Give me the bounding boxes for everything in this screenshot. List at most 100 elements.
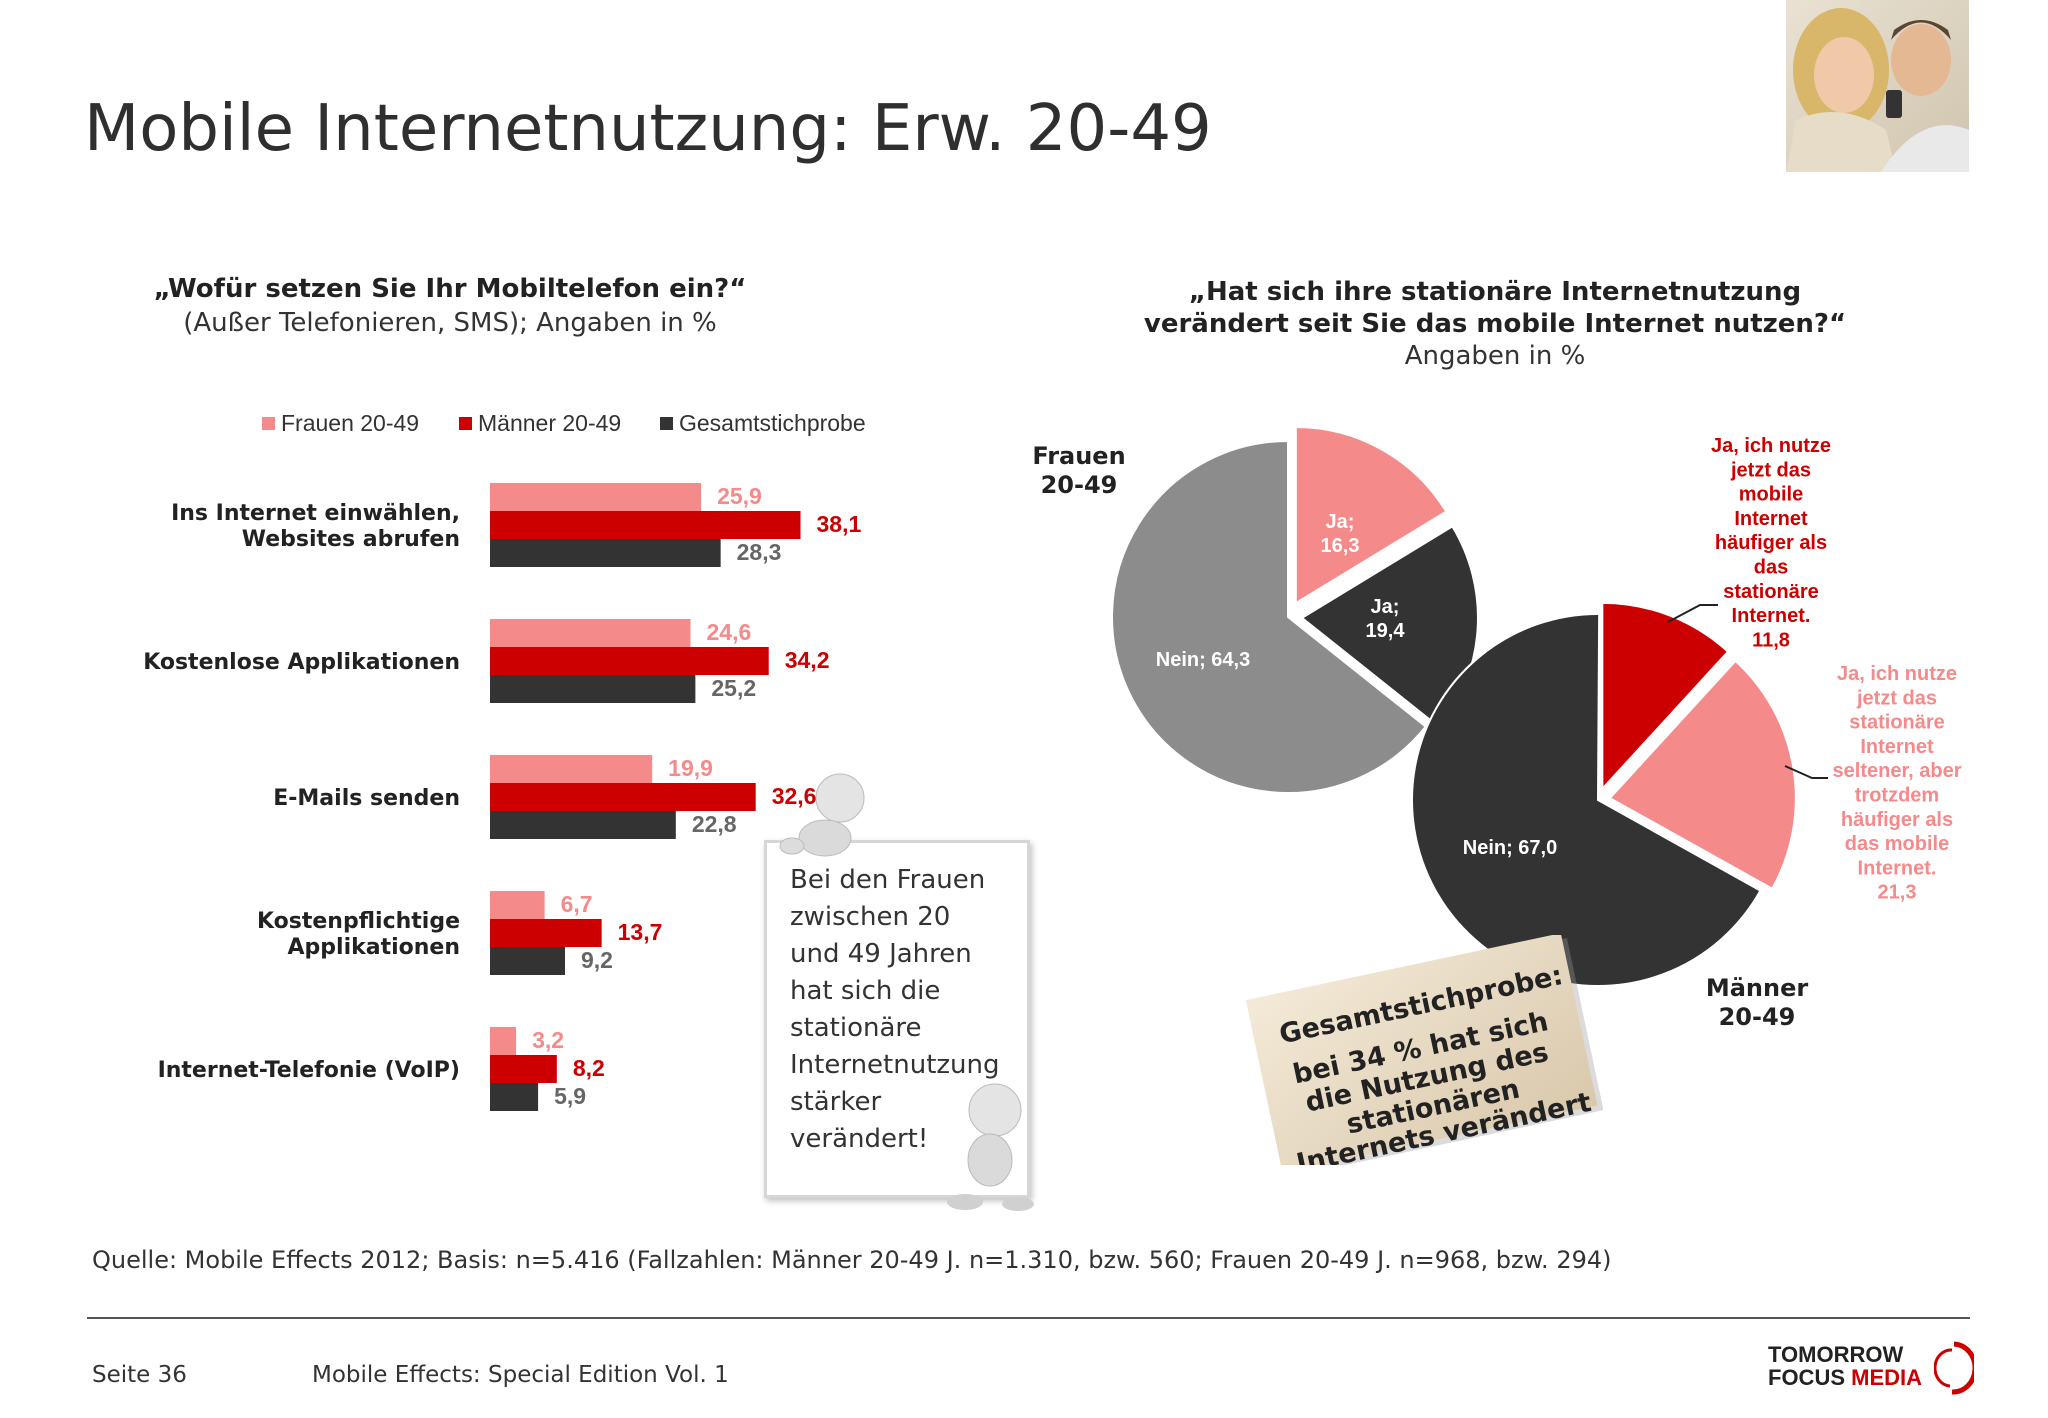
pie-label-maenner-ja-haeufiger: mobile <box>1739 484 1803 506</box>
bar-frauen <box>490 1027 517 1055</box>
bar-maenner <box>490 647 769 675</box>
legend-swatch-frauen <box>262 417 275 430</box>
figure-bottom-icon <box>947 1083 1034 1211</box>
pie-chart-subtitle: Angaben in % <box>1404 341 1586 371</box>
figure-top-icon <box>779 773 865 857</box>
pie-slice-maenner-ja-seltener <box>1608 659 1797 891</box>
pie-chart-question-line1: „Hat sich ihre stationäre Internetnutzun… <box>1188 277 1802 307</box>
bar-value-label: 8,2 <box>573 1055 605 1081</box>
footer-title: Mobile Effects: Special Edition Vol. 1 <box>312 1362 729 1388</box>
pie-label-maenner-ja-seltener: häufiger als <box>1841 809 1953 831</box>
logo-line1: TOMORROW <box>1768 1342 1904 1367</box>
note-line: hat sich die <box>790 976 941 1006</box>
bar-value-label: 34,2 <box>785 647 830 673</box>
bar-value-label: 9,2 <box>581 947 613 973</box>
summary-sticky-note: Gesamtstichprobe: bei 34 % hat sich die … <box>1245 935 1603 1165</box>
note-text: Bei den Frauen zwischen 20 und 49 Jahren… <box>790 862 1020 1158</box>
couple-photo <box>1786 0 1969 172</box>
bar-value-label: 3,2 <box>532 1027 564 1053</box>
pie-label-frauen-ja-dark: 19,4 <box>1366 620 1406 642</box>
tomorrow-focus-media-logo: TOMORROW FOCUS MEDIA <box>1768 1340 1978 1400</box>
bar-maenner <box>490 511 801 539</box>
bar-value-label: 32,6 <box>772 783 817 809</box>
pie-label-maenner-ja-haeufiger: jetzt das <box>1730 459 1811 481</box>
bar-chart: Ins Internet einwählen,Websites abrufen 2… <box>143 483 862 1111</box>
pie-label-frauen-ja-pink: Ja; <box>1326 511 1355 533</box>
pie-slice-frauen-ja-pink <box>1294 426 1448 605</box>
legend-label-gesamt: Gesamtstichprobe <box>679 410 866 436</box>
pie-label-maenner-ja-seltener: jetzt das <box>1856 687 1937 709</box>
bar-value-label: 5,9 <box>554 1083 586 1109</box>
bar-gesamt <box>490 1083 539 1111</box>
note-line: Bei den Frauen <box>790 865 986 895</box>
bar-value-label: 28,3 <box>737 539 782 565</box>
pie-label-maenner-ja-seltener: das mobile <box>1845 833 1949 855</box>
pie-label-maenner-ja-seltener: 21,3 <box>1878 882 1917 904</box>
pie-group-label-frauen: 20-49 <box>1041 471 1118 499</box>
logo-swoosh-icon <box>1934 1341 1974 1395</box>
pie-label-frauen-ja-dark: Ja; <box>1371 596 1400 618</box>
pie-group-label-maenner: Männer <box>1706 974 1809 1002</box>
pie-chart-header: „Hat sich ihre stationäre Internetnutzun… <box>1090 276 1900 372</box>
bar-maenner <box>490 1055 557 1083</box>
bar-value-label: 25,9 <box>717 483 762 509</box>
bar-chart-header: „Wofür setzen Sie Ihr Mobiltelefon ein?“… <box>140 272 760 340</box>
bar-frauen <box>490 755 653 783</box>
pie-label-maenner-ja-haeufiger: Internet. <box>1732 605 1811 627</box>
bar-value-label: 25,2 <box>711 675 756 701</box>
pie-label-maenner-ja-seltener: seltener, aber <box>1833 760 1962 782</box>
pie-label-maenner-ja-haeufiger: 11,8 <box>1752 629 1790 651</box>
bar-maenner <box>490 783 756 811</box>
source-note: Quelle: Mobile Effects 2012; Basis: n=5.… <box>92 1246 1612 1274</box>
note-line: zwischen 20 <box>790 902 951 932</box>
pie-label-maenner-ja-seltener: stationäre <box>1849 712 1945 734</box>
bar-maenner <box>490 919 602 947</box>
bar-value-label: 38,1 <box>817 511 862 537</box>
bar-gesamt <box>490 811 676 839</box>
pie-label-maenner-ja-haeufiger: Ja, ich nutze <box>1711 435 1831 457</box>
bar-value-label: 22,8 <box>692 811 737 837</box>
legend-label-maenner: Männer 20-49 <box>478 410 622 436</box>
leader-line <box>1667 604 1718 623</box>
legend-item-gesamt: Gesamtstichprobe <box>660 410 866 437</box>
category-label: Applikationen <box>288 935 461 960</box>
page-title: Mobile Internetnutzung: Erw. 20-49 <box>84 92 1212 166</box>
legend-swatch-gesamt <box>660 417 673 430</box>
pie-chart-question-line2: verändert seit Sie das mobile Internet n… <box>1143 309 1847 339</box>
category-label: E-Mails senden <box>273 786 460 811</box>
bar-gesamt <box>490 947 565 975</box>
note-line: und 49 Jahren <box>790 939 972 969</box>
logo-media: MEDIA <box>1851 1365 1923 1390</box>
bar-gesamt <box>490 675 696 703</box>
pie-label-maenner-ja-haeufiger: häufiger als <box>1715 532 1827 554</box>
bar-gesamt <box>490 539 721 567</box>
bar-value-label: 24,6 <box>706 619 751 645</box>
pie-label-maenner-ja-seltener: Internet <box>1860 736 1934 758</box>
pie-slice-frauen-nein <box>1111 439 1428 794</box>
bar-chart-subtitle: (Außer Telefonieren, SMS); Angaben in % <box>183 308 717 338</box>
legend-item-maenner: Männer 20-49 <box>459 410 621 437</box>
pie-label-maenner-ja-haeufiger: Internet <box>1734 508 1808 530</box>
pie-label-maenner-ja-haeufiger: stationäre <box>1723 581 1819 603</box>
bar-value-label: 6,7 <box>561 891 593 917</box>
note-line: stationäre <box>790 1013 922 1043</box>
category-label: Kostenlose Applikationen <box>143 650 460 675</box>
logo-focus: FOCUS <box>1768 1365 1845 1390</box>
legend-label-frauen: Frauen 20-49 <box>281 410 420 436</box>
pie-label-maenner-nein: Nein; 67,0 <box>1463 837 1557 859</box>
category-label: Kostenpflichtige <box>257 909 460 934</box>
pie-label-maenner-ja-haeufiger: das <box>1754 557 1788 579</box>
leader-line <box>1784 765 1828 779</box>
bar-chart-question: „Wofür setzen Sie Ihr Mobiltelefon ein?“ <box>153 274 747 304</box>
bar-value-label: 13,7 <box>618 919 663 945</box>
note-line: Internetnutzung <box>790 1050 1000 1080</box>
pie-label-frauen-nein: Nein; 64,3 <box>1156 649 1250 671</box>
category-label: Websites abrufen <box>242 527 460 552</box>
legend-item-frauen: Frauen 20-49 <box>262 410 419 437</box>
bar-frauen <box>490 483 702 511</box>
pie-slice-maenner-ja-haeufiger <box>1601 601 1730 792</box>
page-number: Seite 36 <box>92 1362 187 1388</box>
bar-frauen <box>490 619 691 647</box>
legend-swatch-maenner <box>459 417 472 430</box>
